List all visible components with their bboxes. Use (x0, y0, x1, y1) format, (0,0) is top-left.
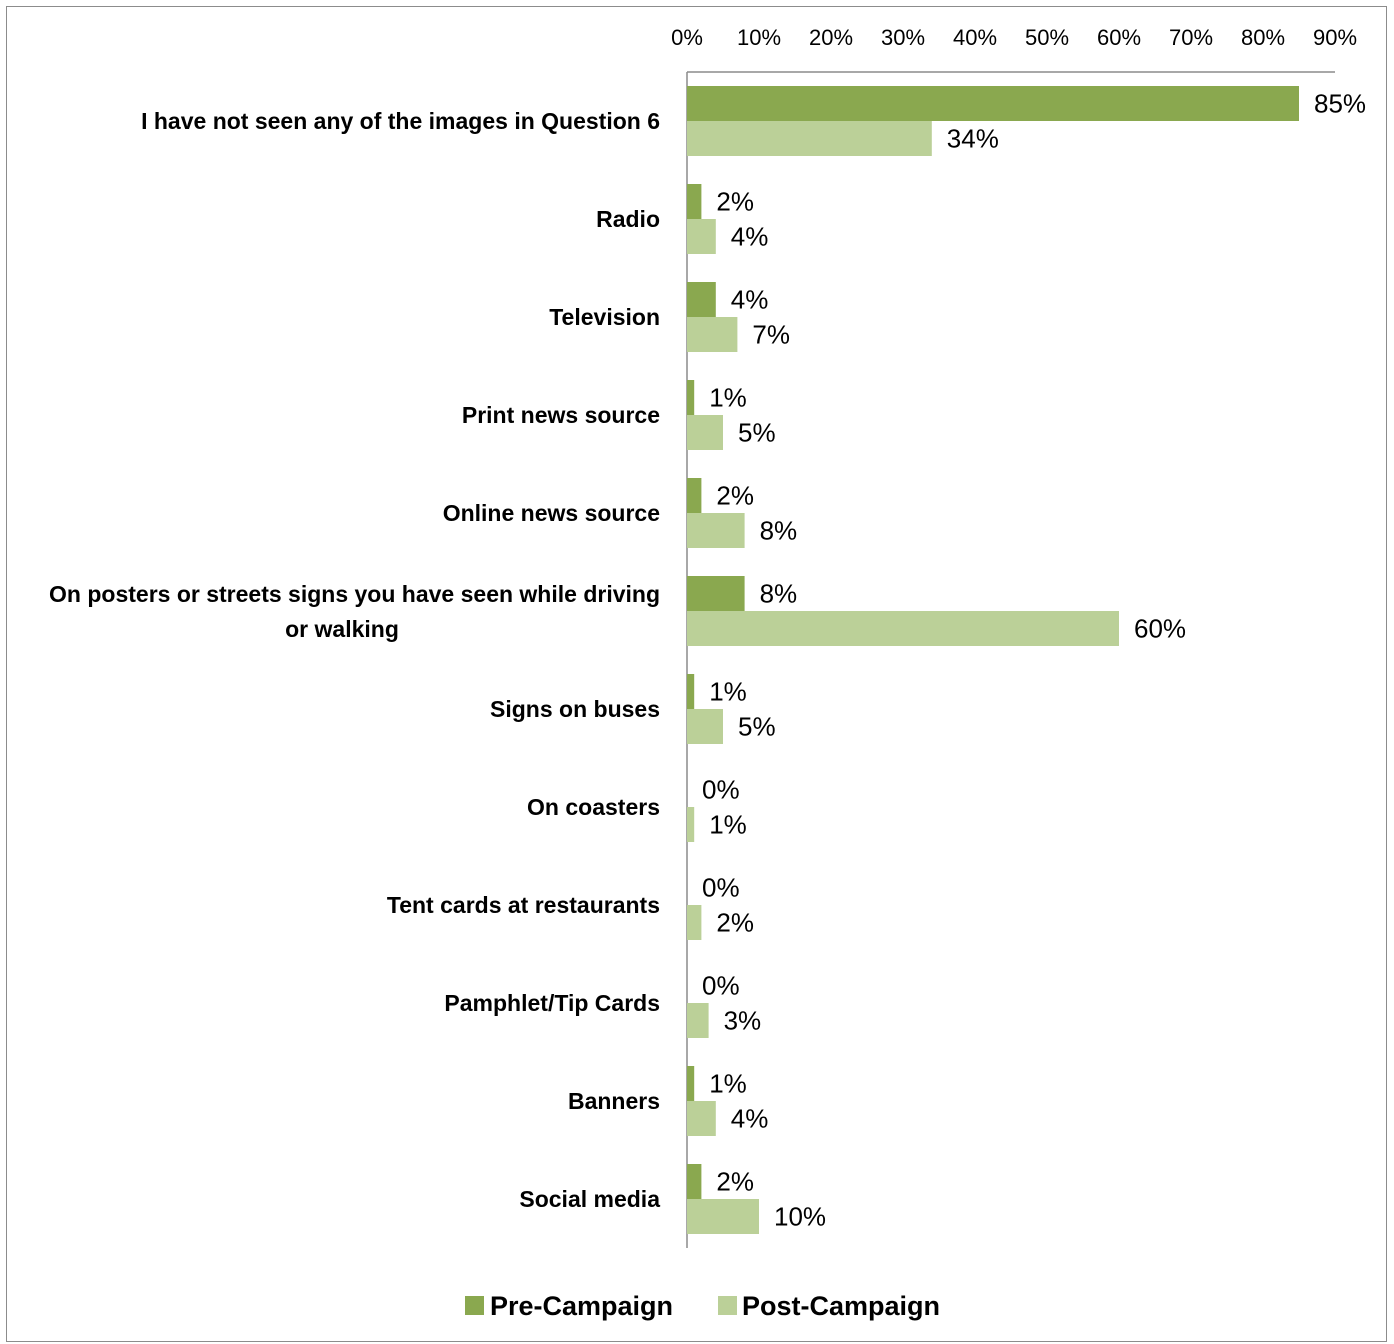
data-label: 8% (760, 516, 798, 546)
category-label: Print news source (462, 402, 660, 428)
x-tick-label: 60% (1097, 25, 1141, 50)
bar-post (687, 415, 723, 450)
legend-swatch-post (718, 1296, 737, 1315)
category-label: On posters or streets signs you have see… (49, 581, 660, 607)
data-label: 1% (709, 677, 747, 707)
data-label: 2% (716, 187, 754, 217)
x-tick-label: 10% (737, 25, 781, 50)
category-label: Radio (596, 206, 660, 232)
data-label: 85% (1314, 89, 1366, 119)
bar-post (687, 121, 932, 156)
legend-label-pre: Pre-Campaign (490, 1291, 673, 1321)
x-tick-label: 90% (1313, 25, 1357, 50)
category-label: On coasters (527, 794, 660, 820)
legend-swatch-pre (465, 1296, 484, 1315)
bar-post (687, 611, 1119, 646)
data-label: 0% (702, 971, 740, 1001)
data-label: 8% (760, 579, 798, 609)
data-label: 2% (716, 1167, 754, 1197)
x-tick-label: 20% (809, 25, 853, 50)
data-label: 7% (752, 320, 790, 350)
data-label: 60% (1134, 614, 1186, 644)
bar-pre (687, 478, 702, 513)
category-label: or walking (285, 616, 399, 642)
data-label: 0% (702, 873, 740, 903)
category-label: Tent cards at restaurants (387, 892, 660, 918)
data-label: 5% (738, 712, 776, 742)
data-label: 34% (947, 124, 999, 154)
data-label: 3% (724, 1006, 762, 1036)
category-label: Banners (568, 1088, 660, 1114)
data-label: 5% (738, 418, 776, 448)
bar-pre (687, 380, 695, 415)
category-label: I have not seen any of the images in Que… (141, 108, 660, 134)
data-label: 0% (702, 775, 740, 805)
data-label: 1% (709, 810, 747, 840)
bar-post (687, 1003, 709, 1038)
bar-post (687, 709, 723, 744)
bar-pre (687, 86, 1299, 121)
bar-pre (687, 1164, 702, 1199)
bar-pre (687, 1066, 695, 1101)
data-label: 1% (709, 383, 747, 413)
bar-post (687, 513, 745, 548)
bar-pre (687, 674, 695, 709)
data-label: 2% (716, 908, 754, 938)
bar-post (687, 905, 702, 940)
x-tick-label: 30% (881, 25, 925, 50)
data-label: 4% (731, 222, 769, 252)
bar-post (687, 219, 716, 254)
bar-pre (687, 576, 745, 611)
bar-pre (687, 282, 716, 317)
x-tick-label: 0% (671, 25, 703, 50)
bar-post (687, 1101, 716, 1136)
data-label: 10% (774, 1202, 826, 1232)
x-tick-label: 50% (1025, 25, 1069, 50)
bar-post (687, 1199, 759, 1234)
legend-label-post: Post-Campaign (742, 1291, 940, 1321)
bar-post (687, 807, 695, 842)
category-label: Television (549, 304, 660, 330)
data-label: 1% (709, 1069, 747, 1099)
data-label: 4% (731, 285, 769, 315)
data-label: 2% (716, 481, 754, 511)
bar-pre (687, 184, 702, 219)
x-tick-label: 70% (1169, 25, 1213, 50)
category-label: Social media (519, 1186, 660, 1212)
x-tick-label: 80% (1241, 25, 1285, 50)
x-tick-label: 40% (953, 25, 997, 50)
category-label: Online news source (443, 500, 660, 526)
category-label: Pamphlet/Tip Cards (444, 990, 660, 1016)
data-label: 4% (731, 1104, 769, 1134)
category-label: Signs on buses (490, 696, 660, 722)
bar-post (687, 317, 738, 352)
